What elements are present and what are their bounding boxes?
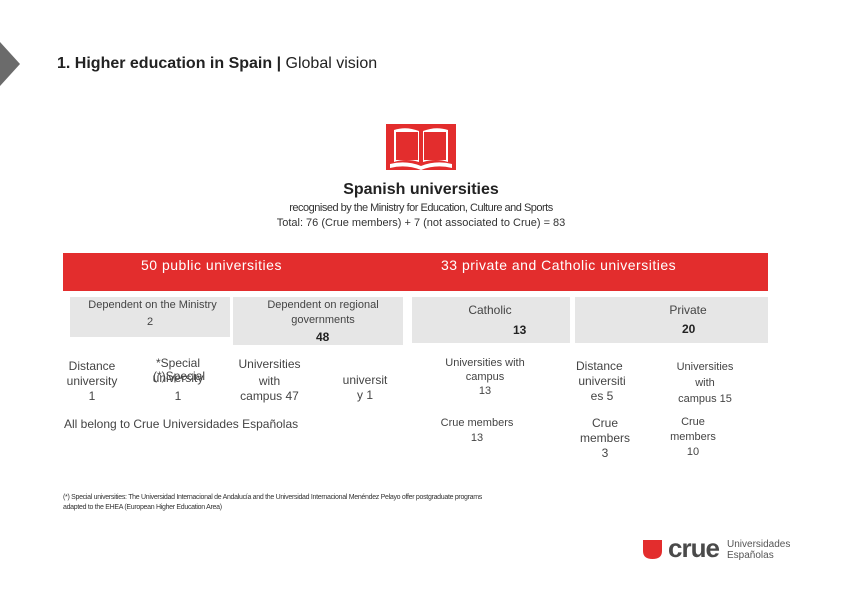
all-belong-crue: All belong to Crue Universidades Español… [64,417,299,431]
public-campus-line2: with [258,374,281,388]
private-distance-line1: Distance [576,359,623,373]
private-bar-label: 33 private and Catholic universities [441,257,677,273]
private-count: 20 [682,322,696,336]
total-line: Total: 76 (Crue members) + 7 (not associ… [276,217,566,229]
ministry-box [70,297,230,337]
nav-arrow-icon [0,42,20,86]
catholic-campus-line2: campus [465,371,505,383]
private-distance-line2: universiti [578,374,626,388]
private-crue-line1: Crue [681,416,705,428]
regional-box [233,297,403,345]
public-distance-count: 1 [88,389,96,403]
catholic-campus-universities: Universities with campus 13 [427,356,543,398]
catholic-campus-line3: 13 [478,385,492,397]
ministry-subtitle: recognised by the Ministry for Education… [289,202,553,214]
section-heading: Spanish universities [343,181,499,198]
special-line1: *Special [155,356,201,370]
public-campus-line1: Universities [238,357,301,371]
crue-logo-wordmark: crue [668,533,720,563]
ministry-label: Dependent on the Ministry [88,299,217,311]
private-crue-line2: members [670,431,716,443]
private-crue-line3: 10 [686,446,700,458]
special-overlap-text: (*)Special [153,369,206,383]
catholic-box [412,297,570,343]
private-campus-line1: Universities [676,361,734,373]
ministry-count: 2 [146,316,154,328]
public-bar-label: 50 public universities [141,257,282,273]
catholic-label: Catholic [468,303,512,317]
regional-count: 48 [316,330,330,344]
private-campus-line2: with [695,377,715,389]
open-book-icon [386,124,456,170]
public-campus-line3: campus 47 [240,389,299,403]
regional-label: Dependent on regional governments [267,299,379,326]
distance-crue-members: Crue members 3 [570,416,640,461]
catholic-count: 13 [513,323,527,337]
distance-crue-line1: Crue [591,416,618,430]
public-univ-line1: universit [342,373,388,387]
special-line2: university [152,371,204,385]
public-distance-line1: Distance [68,359,116,373]
title-light: Global vision [285,55,378,72]
private-label: Private [669,303,707,317]
public-univ-1: universit y 1 [332,373,398,403]
public-distance-university: Distance university 1 [60,359,124,404]
private-universities-bar: 33 private and Catholic universities [403,253,768,291]
crue-logo-subtitle: Universidades Españolas [727,539,790,561]
footnote: (*) Special universities: The Universida… [63,494,482,511]
logo-line1: Universidades [727,539,791,550]
catholic-campus-line1: Universities with [445,357,525,369]
distance-crue-line3: 3 [601,446,609,460]
private-crue-members: Crue members 10 [660,415,726,460]
special-count: 1 [174,389,182,403]
title-bold: 1. Higher education in Spain | [57,55,282,72]
private-campus-universities: Universities with campus 15 [662,359,748,407]
private-distance-line3: es 5 [590,389,614,403]
special-university: *Special university 1 [143,356,213,404]
catholic-crue-line2: 13 [470,432,484,444]
private-distance-universities: Distance universiti es 5 [570,359,634,404]
public-univ-line2: y 1 [356,388,373,402]
catholic-crue-line1: Crue members [440,417,514,429]
public-distance-line2: university [66,374,118,388]
public-campus-universities: Universities with campus 47 [232,357,307,404]
private-box [575,297,768,343]
private-campus-line3: campus 15 [678,393,732,405]
catholic-crue-members: Crue members 13 [427,416,527,446]
crue-logo-icon [643,540,662,559]
page-title: 1. Higher education in Spain | Global vi… [57,55,377,73]
public-universities-bar: 50 public universities [63,253,403,291]
distance-crue-line2: members [579,431,630,445]
logo-line2: Españolas [727,550,774,561]
